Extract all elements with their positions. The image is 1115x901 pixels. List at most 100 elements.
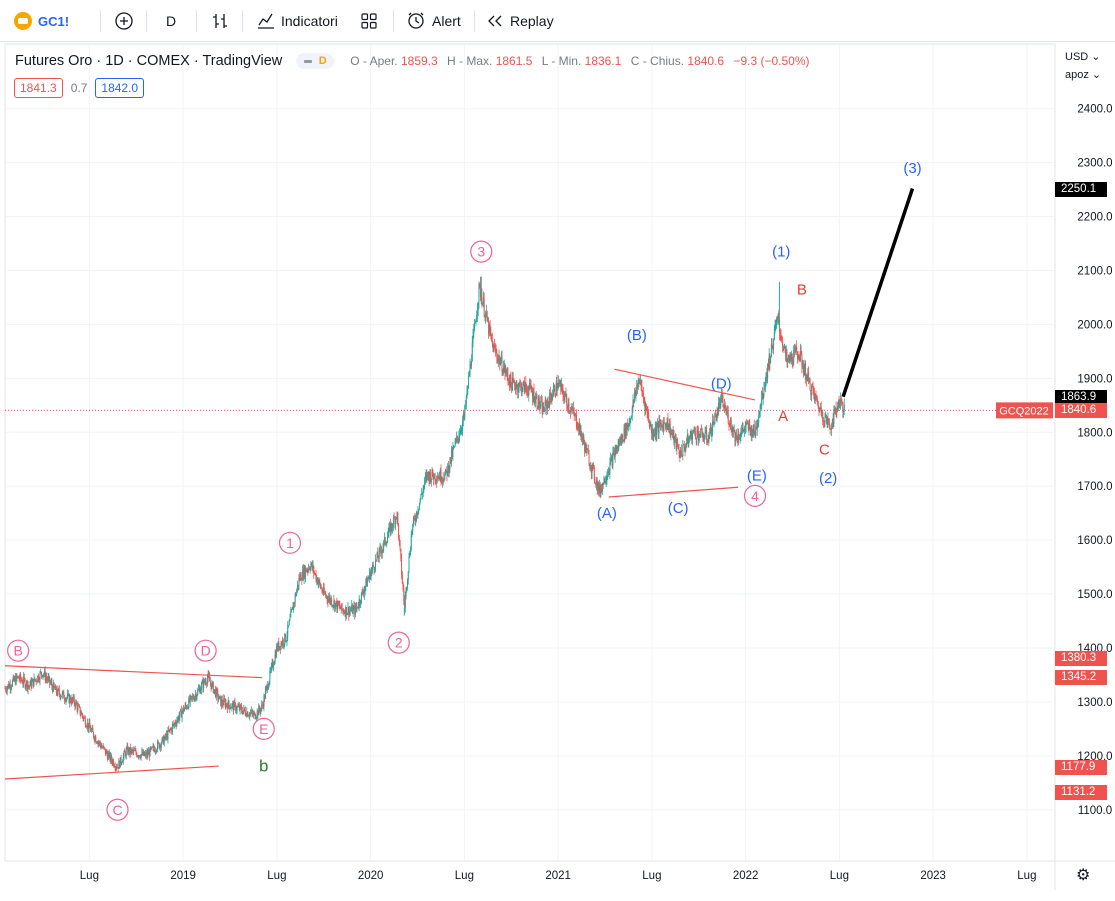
candle-body xyxy=(698,434,700,441)
candle-body xyxy=(78,705,80,707)
candle-body xyxy=(501,356,503,373)
scale-mode-label: apoz xyxy=(1065,69,1089,81)
indicators-button[interactable]: Indicatori xyxy=(256,0,338,42)
candle-body xyxy=(450,457,452,463)
scale-mode-selector[interactable]: apoz ⌄ xyxy=(1065,66,1101,84)
wave-label: A xyxy=(778,408,788,425)
candle-body xyxy=(181,711,183,718)
candle-body xyxy=(564,396,566,400)
candle-body xyxy=(785,352,787,355)
candle-body xyxy=(57,688,59,695)
candle-body xyxy=(365,579,367,587)
candle-body xyxy=(150,747,152,749)
candle-body xyxy=(348,607,350,616)
market-status-badge[interactable]: D xyxy=(296,53,335,69)
candle-body xyxy=(473,330,475,335)
candle-body xyxy=(411,530,413,535)
candle-body xyxy=(415,511,417,521)
symbol-search-button[interactable]: GC1! xyxy=(14,0,69,42)
candle-body xyxy=(250,712,252,714)
candle-body xyxy=(366,580,368,587)
candle-body xyxy=(439,470,441,480)
candle-body xyxy=(14,677,16,685)
candle-body xyxy=(299,577,301,580)
candle-body xyxy=(497,358,499,362)
candle-body xyxy=(517,388,519,393)
price-tick-label: 2300.0 xyxy=(1077,158,1112,170)
chevron-down-icon: ⌄ xyxy=(1091,69,1102,81)
candle-body xyxy=(761,391,763,406)
candle-body xyxy=(5,688,7,691)
candle-body xyxy=(505,372,507,374)
candle-body xyxy=(790,354,792,359)
candle-body xyxy=(715,414,717,421)
candle-body xyxy=(431,469,433,479)
replay-button[interactable]: Replay xyxy=(486,0,554,42)
candle-body xyxy=(322,587,324,593)
currency-selector[interactable]: USD ⌄ xyxy=(1065,48,1101,66)
candle-body xyxy=(264,690,266,699)
candle-body xyxy=(278,642,280,650)
candle-body xyxy=(81,713,83,717)
candle-body xyxy=(207,674,209,679)
candle-body xyxy=(655,426,657,436)
change-value: −9.3 (−0.50%) xyxy=(733,54,810,68)
sell-price-button[interactable]: 1841.3 xyxy=(14,78,63,98)
candle-body xyxy=(488,320,490,334)
candle-body xyxy=(48,676,50,678)
candle-body xyxy=(331,605,333,607)
symbol-tag: GCQ2022 xyxy=(999,405,1049,417)
interval-button[interactable]: D xyxy=(166,0,176,42)
candle-body xyxy=(359,599,361,604)
candle-body xyxy=(801,355,803,367)
candle-body xyxy=(545,400,547,402)
candle-body xyxy=(481,295,483,306)
candle-body xyxy=(456,436,458,440)
candle-body xyxy=(195,694,197,699)
candle-body xyxy=(521,389,523,393)
candle-body xyxy=(372,564,374,567)
buy-price-button[interactable]: 1842.0 xyxy=(95,78,145,98)
candle-body xyxy=(55,686,57,690)
time-tick-label: Lug xyxy=(642,870,661,882)
candle-body xyxy=(112,760,114,764)
candle-body xyxy=(809,378,811,391)
settings-gear-icon[interactable]: ⚙ xyxy=(1076,867,1091,884)
candle-body xyxy=(128,748,130,754)
alert-button[interactable]: Alert xyxy=(406,0,461,42)
candle-body xyxy=(625,423,627,435)
candle-body xyxy=(58,688,60,690)
candle-body xyxy=(819,407,821,409)
candle-body xyxy=(562,387,564,395)
candle-body xyxy=(148,751,150,755)
candle-body xyxy=(540,401,542,403)
candle-body xyxy=(648,414,650,422)
candle-body xyxy=(704,432,706,438)
candle-body xyxy=(276,646,278,651)
layout-button[interactable] xyxy=(360,0,378,42)
trendline xyxy=(614,368,756,401)
candle-body xyxy=(283,644,285,646)
candle-body xyxy=(27,685,29,690)
bars-style-icon xyxy=(213,14,227,28)
toolbar-divider xyxy=(242,10,243,32)
candle-body xyxy=(609,462,611,474)
candle-body xyxy=(687,435,689,445)
candle-body xyxy=(467,388,469,389)
candle-body xyxy=(471,343,473,362)
candle-body xyxy=(630,416,632,419)
candle-body xyxy=(340,603,342,610)
candle-body xyxy=(50,682,52,684)
candle-body xyxy=(231,704,233,708)
wave-label: (D) xyxy=(711,376,732,393)
compare-button[interactable] xyxy=(114,0,134,42)
candle-body xyxy=(836,410,838,412)
candle-body xyxy=(282,640,284,645)
candle-body xyxy=(115,766,117,769)
chart-style-button[interactable] xyxy=(210,0,230,42)
candle-body xyxy=(285,640,287,642)
candle-body xyxy=(336,601,338,610)
candle-body xyxy=(127,746,129,754)
candle-body xyxy=(202,681,204,689)
